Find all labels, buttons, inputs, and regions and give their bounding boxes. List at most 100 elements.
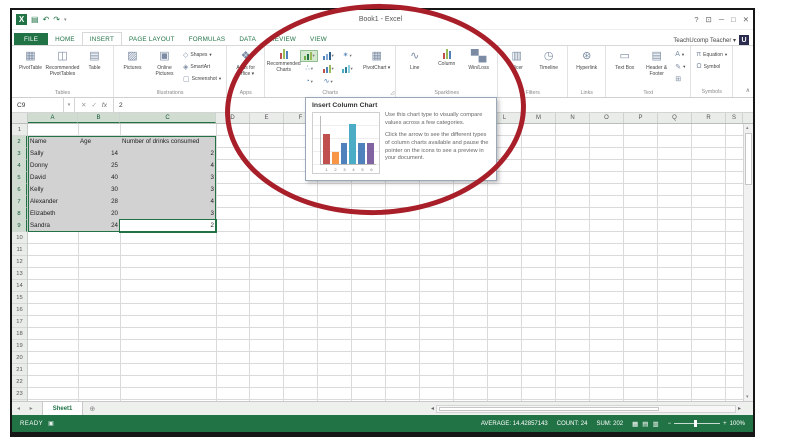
zoom-slider[interactable] [674, 420, 721, 427]
cell-C9[interactable]: 2 [119, 219, 217, 233]
smartart-button[interactable]: ◈ SmartArt [181, 61, 223, 72]
sheet-tab-sheet1[interactable]: Sheet1 [41, 402, 84, 415]
cell-C3[interactable]: 2 [210, 150, 214, 157]
row-header-9[interactable]: 9 [12, 220, 27, 232]
column-button[interactable]: Column [431, 47, 462, 89]
minimize-icon[interactable]: ─ [718, 15, 725, 24]
scroll-right-icon[interactable]: ▸ [737, 406, 741, 412]
cell-B5[interactable]: 40 [111, 174, 118, 181]
col-header-c[interactable]: C [120, 113, 216, 123]
insert-line-chart-button[interactable]: ∿ ▾ [319, 76, 337, 88]
help-icon[interactable]: ? [694, 15, 699, 24]
qat-customize-icon[interactable]: ▾ [63, 16, 67, 23]
scroll-up-icon[interactable]: ▴ [746, 125, 749, 131]
col-header-m[interactable]: M [522, 113, 556, 123]
name-box[interactable]: C9 [12, 98, 64, 112]
row-header-21[interactable]: 21 [12, 364, 27, 376]
col-header-q[interactable]: Q [658, 113, 692, 123]
slicer-button[interactable]: ▥ Slicer [501, 47, 532, 89]
cell-A7[interactable]: Alexander [30, 198, 58, 205]
row-header-8[interactable]: 8 [12, 208, 27, 220]
cell-C7[interactable]: 4 [210, 198, 214, 205]
shapes-button[interactable]: ◇ Shapes ▾ [181, 49, 223, 60]
line-button[interactable]: ∿ Line [399, 47, 430, 89]
insert-area-chart-button[interactable]: ▾ [338, 63, 356, 75]
new-sheet-icon[interactable]: ⊕ [89, 405, 96, 413]
cell-B6[interactable]: 30 [111, 186, 118, 193]
col-header-l[interactable]: L [488, 113, 522, 123]
row-header-20[interactable]: 20 [12, 352, 27, 364]
row-header-13[interactable]: 13 [12, 268, 27, 280]
scroll-down-icon[interactable]: ▾ [746, 394, 749, 400]
recommended-charts-button[interactable]: Recommended Charts [267, 47, 301, 89]
zoom-slider-thumb[interactable] [694, 420, 698, 427]
row-header-3[interactable]: 3 [12, 148, 27, 160]
row-header-11[interactable]: 11 [12, 244, 27, 256]
row-header-12[interactable]: 12 [12, 256, 27, 268]
row-header-6[interactable]: 6 [12, 184, 27, 196]
col-header-e[interactable]: E [250, 113, 284, 123]
hyperlink-button[interactable]: ⊛ Hyperlink [571, 47, 602, 89]
select-all-corner[interactable] [12, 113, 28, 123]
name-box-dropdown-icon[interactable]: ▾ [64, 98, 75, 112]
row-header-5[interactable]: 5 [12, 172, 27, 184]
page-break-view-icon[interactable]: ▥ [652, 420, 659, 428]
insert-bar-chart-button[interactable]: ▾ [319, 50, 337, 62]
pivotchart-button[interactable]: ▦ PivotChart ▾ [361, 47, 392, 89]
insert-stock-surface-radar-chart-button[interactable]: ✶ ▾ [338, 50, 356, 62]
insert-column-chart-button[interactable]: ▾ [300, 50, 319, 62]
zoom-level[interactable]: 100% [729, 420, 745, 427]
cell-C2[interactable]: Number of drinks consumed [122, 138, 200, 145]
cancel-formula-icon[interactable]: ✕ [81, 102, 87, 109]
row-header-1[interactable]: 1 [12, 124, 27, 136]
row-header-23[interactable]: 23 [12, 388, 27, 400]
row-header-16[interactable]: 16 [12, 304, 27, 316]
tab-insert[interactable]: INSERT [81, 32, 122, 45]
cell-A3[interactable]: Sally [30, 150, 44, 157]
cell-A4[interactable]: Donny [30, 162, 48, 169]
equation-button[interactable]: π Equation ▾ [694, 49, 729, 60]
tab-formulas[interactable]: FORMULAS [188, 36, 226, 43]
col-header-p[interactable]: P [624, 113, 658, 123]
apps-for-office-button[interactable]: ❖ Apps for Office ▾ [230, 47, 261, 89]
zoom-in-icon[interactable]: + [723, 420, 727, 427]
cell-C5[interactable]: 3 [210, 174, 214, 181]
cell-A6[interactable]: Kelly [30, 186, 44, 193]
cell-B3[interactable]: 14 [111, 150, 118, 157]
cell-A8[interactable]: Elizabeth [30, 210, 56, 217]
online-pictures-button[interactable]: ▣ Online Pictures [149, 47, 180, 89]
insert-scatter-bubble-chart-button[interactable]: ∴ ▾ [300, 63, 318, 75]
sheet-nav-arrows[interactable]: ◂ ▸ [17, 406, 37, 412]
tab-data[interactable]: DATA [239, 36, 256, 43]
col-header-a[interactable]: A [28, 113, 78, 123]
pivottable-button[interactable]: ▦ PivotTable [15, 47, 46, 89]
tab-home[interactable]: HOME [55, 36, 75, 43]
cell-C6[interactable]: 3 [210, 186, 214, 193]
cell-B9[interactable]: 24 [111, 222, 118, 229]
table-button[interactable]: ▤ Table [79, 47, 110, 89]
cell-C8[interactable]: 3 [210, 210, 214, 217]
normal-view-icon[interactable]: ▦ [632, 420, 639, 428]
restore-icon[interactable]: □ [731, 15, 736, 24]
close-icon[interactable]: ✕ [742, 15, 749, 24]
cell-C4[interactable]: 4 [210, 162, 214, 169]
vertical-scroll-thumb[interactable] [745, 133, 752, 185]
horizontal-scroll-thumb[interactable] [438, 406, 659, 411]
page-layout-view-icon[interactable]: ▤ [642, 420, 649, 428]
row-header-18[interactable]: 18 [12, 328, 27, 340]
zoom-out-icon[interactable]: − [667, 420, 672, 427]
macro-record-icon[interactable]: ▣ [48, 421, 54, 427]
cell-B8[interactable]: 20 [111, 210, 118, 217]
col-header-d[interactable]: D [216, 113, 250, 123]
tab-page-layout[interactable]: PAGE LAYOUT [129, 36, 175, 43]
recommended-pivottables-button[interactable]: ◫ Recommended PivotTables [46, 47, 80, 89]
screenshot-button[interactable]: ▢ Screenshot ▾ [181, 73, 223, 84]
signature-line-button[interactable]: ✎ ▾ [673, 61, 687, 72]
row-header-10[interactable]: 10 [12, 232, 27, 244]
wordart-button[interactable]: A ▾ [673, 49, 687, 60]
cell-B4[interactable]: 25 [111, 162, 118, 169]
header-footer-button[interactable]: ▤ Header & Footer [641, 47, 672, 89]
pictures-button[interactable]: ▨ Pictures [117, 47, 148, 89]
user-account[interactable]: TeachUcomp Teacher ▾ U [673, 35, 753, 45]
vertical-scrollbar[interactable]: ▴ ▾ [743, 124, 753, 401]
